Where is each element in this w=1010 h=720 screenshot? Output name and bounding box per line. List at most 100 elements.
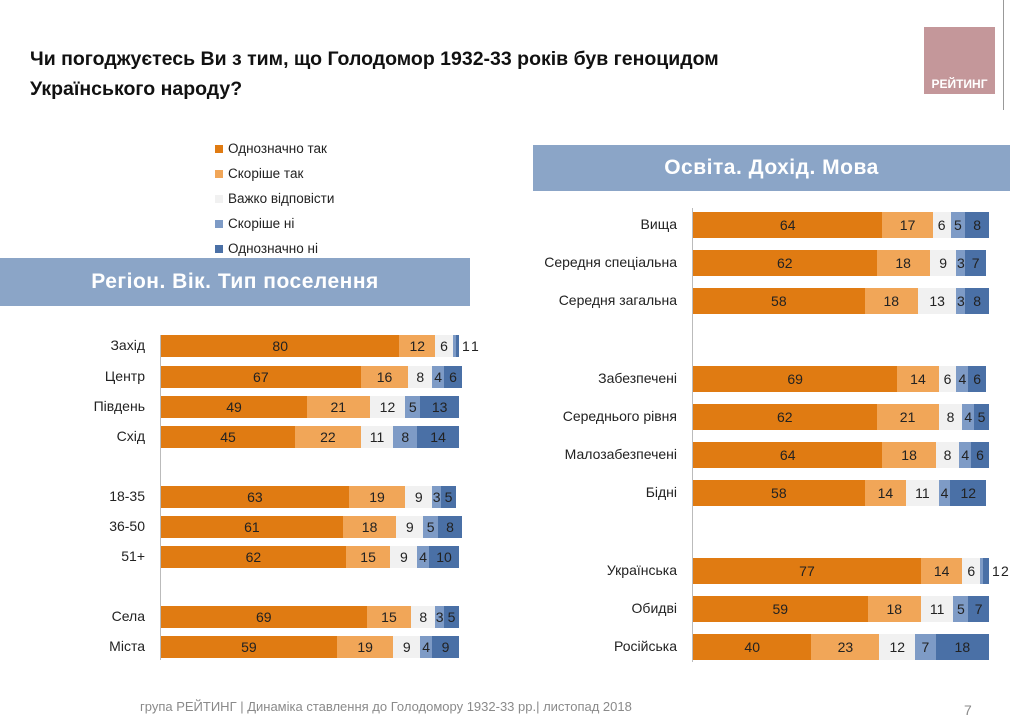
category-label: Російська: [614, 638, 677, 654]
stacked-bar: 77 14 6 1 2: [693, 558, 1009, 584]
bar-segment: 80: [161, 335, 400, 357]
bar-segment: 4: [962, 404, 975, 430]
category-label: Обидві: [631, 600, 677, 616]
stacked-bar: 61 18 9 5 8: [161, 516, 462, 538]
bar-segment: 6: [444, 366, 462, 388]
data-label: 19: [357, 639, 373, 655]
category-label: Захід: [110, 337, 145, 353]
category-label: Міста: [109, 638, 145, 654]
bar-segment: 16: [360, 366, 409, 388]
category-label: Середня спеціальна: [544, 254, 677, 270]
data-label: 11: [929, 601, 945, 617]
bar-segment: 19: [348, 486, 406, 508]
data-label: 15: [381, 609, 397, 625]
bar-segment: 3: [435, 606, 445, 628]
data-label: 14: [933, 563, 950, 579]
data-label: 18: [895, 255, 911, 271]
data-label: 5: [444, 489, 453, 505]
stacked-bar: 58 18 13 3 8: [693, 288, 989, 314]
bar-segment: 6: [962, 558, 981, 584]
bar-segment: 11: [920, 596, 954, 622]
legend-label: Скоріше так: [228, 166, 304, 181]
data-label: 14: [910, 371, 926, 387]
legend-swatch: [215, 169, 223, 178]
bar-segment: 8: [393, 426, 418, 448]
data-label: 9: [414, 489, 423, 505]
data-label: 67: [253, 369, 269, 385]
data-label: 62: [776, 409, 793, 425]
legend-item: Скоріше ні: [215, 211, 334, 236]
bar-segment: 45: [161, 426, 296, 448]
data-label: 58: [771, 293, 787, 309]
bar-segment: 9: [390, 546, 418, 568]
data-label: 1: [462, 338, 470, 354]
data-label: 18: [361, 519, 378, 535]
data-label: 5: [447, 609, 456, 625]
data-label: 59: [772, 601, 789, 617]
bar-segment: 18: [882, 442, 936, 468]
legend-label: Важко відповісти: [228, 191, 335, 206]
data-label: 4: [434, 369, 442, 385]
bar-segment: [983, 558, 989, 584]
data-label: 7: [921, 639, 930, 655]
data-label: 4: [419, 549, 428, 565]
data-label: 5: [408, 399, 417, 415]
legend: Однозначно так Скоріше так Важко відпові…: [215, 136, 334, 261]
legend-swatch: [215, 244, 223, 253]
bar-segment: 8: [408, 366, 433, 388]
bar-segment: 58: [693, 480, 865, 506]
data-label: 8: [419, 609, 428, 625]
category-label: Українська: [606, 562, 677, 578]
bar-segment: 8: [935, 442, 960, 468]
data-label: 62: [245, 549, 262, 565]
bar-segment: [980, 558, 984, 584]
data-label: 13: [929, 293, 945, 309]
bar-segment: 3: [956, 250, 966, 276]
stacked-bar: 62 15 9 4 10: [161, 546, 459, 568]
data-label: 6: [440, 338, 448, 354]
bar-segment: [455, 335, 459, 357]
page-number: 7: [964, 702, 972, 718]
bar-segment: 14: [920, 558, 963, 584]
data-label: 8: [416, 369, 425, 385]
data-label: 5: [956, 601, 965, 617]
bar-segment: 64: [693, 442, 883, 468]
bar-segment: 59: [693, 596, 868, 622]
data-label: 1: [471, 338, 479, 354]
data-label: 5: [954, 217, 962, 233]
category-label: 18-35: [109, 488, 145, 504]
stacked-bar: 40 23 12 7 18: [693, 634, 989, 660]
category-label: Середня загальна: [558, 292, 677, 308]
bar-segment: 13: [420, 396, 459, 418]
bar-segment: 7: [914, 634, 936, 660]
data-label: 8: [401, 429, 410, 445]
legend-item: Скоріше так: [215, 161, 334, 186]
data-label: 18: [901, 447, 917, 463]
bar-segment: 21: [307, 396, 370, 418]
data-label: 9: [939, 255, 947, 271]
data-label: 9: [441, 639, 450, 655]
bar-segment: 12: [399, 335, 436, 357]
category-label: Забезпечені: [598, 370, 677, 386]
rating-logo: РЕЙТИНГ: [924, 27, 995, 94]
data-label: 8: [973, 293, 982, 309]
bar-segment: 7: [968, 596, 989, 622]
bar-segment: 4: [417, 546, 430, 568]
bar-segment: 12: [879, 634, 915, 660]
data-label: 12: [409, 338, 426, 354]
data-label: 5: [977, 409, 986, 425]
bar-segment: 9: [393, 636, 421, 658]
data-label: 3: [956, 255, 965, 271]
bar-segment: 8: [938, 404, 963, 430]
bar-segment: 6: [938, 366, 957, 392]
bar-segment: 4: [959, 442, 972, 468]
bar-segment: 4: [956, 366, 969, 392]
stacked-bar: 69 15 8 3 5: [161, 606, 459, 628]
data-label: 10: [436, 549, 452, 565]
stacked-bar: 62 18 9 3 7: [693, 250, 986, 276]
bar-segment: 62: [161, 546, 346, 568]
legend-item: Важко відповісти: [215, 186, 334, 211]
bar-segment: 5: [423, 516, 439, 538]
data-label: 9: [399, 549, 408, 565]
bar-segment: 69: [693, 366, 898, 392]
